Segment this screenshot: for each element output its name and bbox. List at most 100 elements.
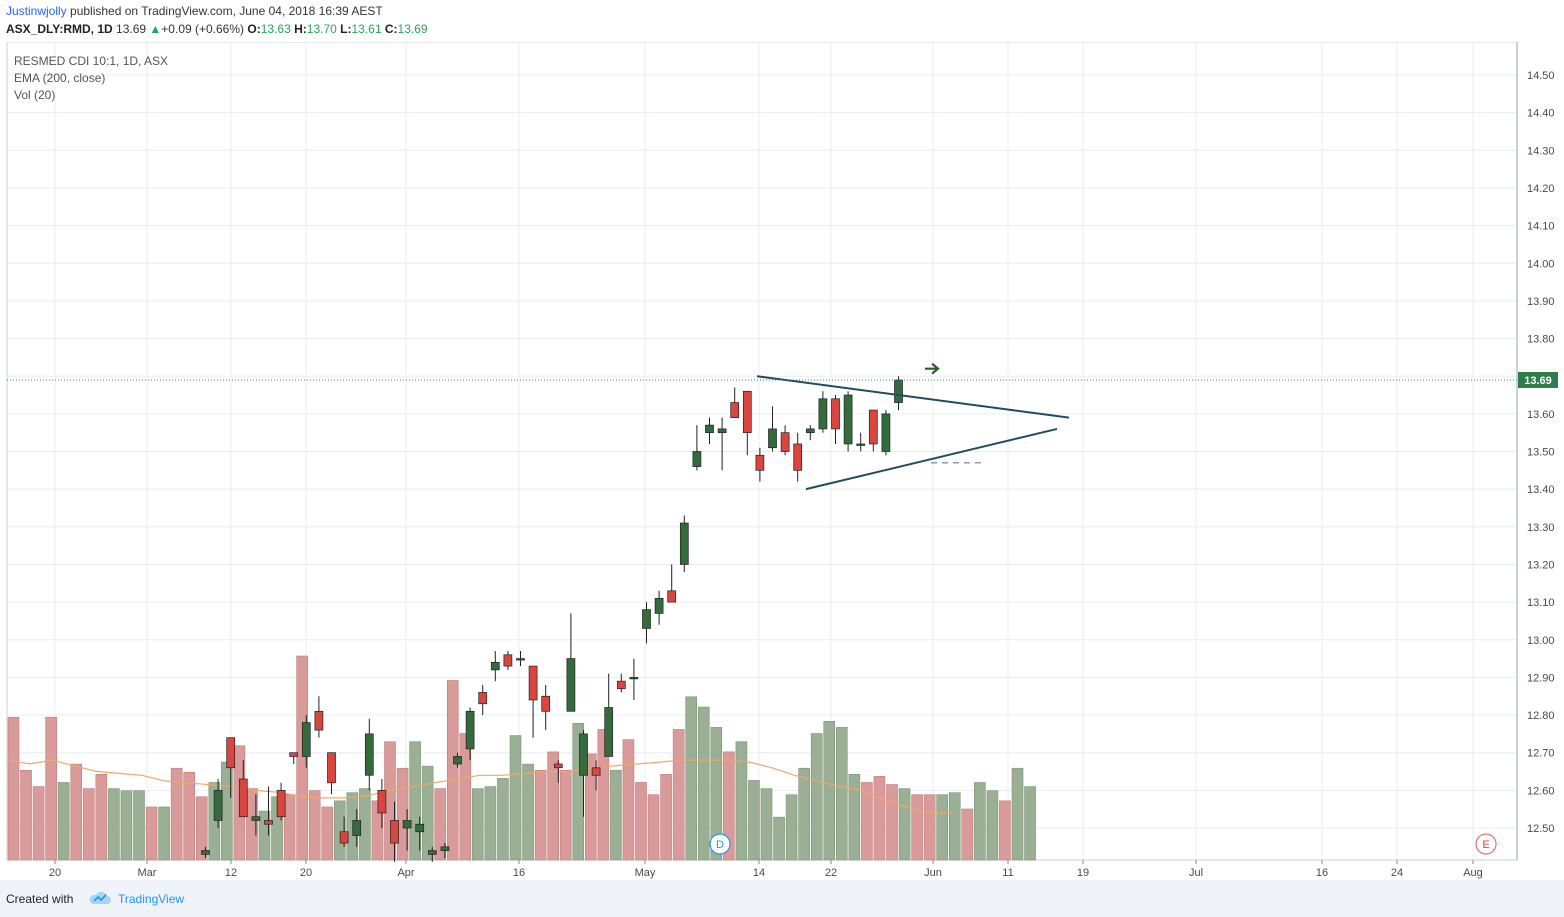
volume-bar [974,782,986,861]
volume-bar [1011,767,1024,861]
high-value: 13.70 [306,22,337,36]
candle-body [516,658,525,661]
volume-bar [597,729,610,861]
volume-bar [333,800,346,861]
volume-bar [484,786,497,861]
x-tick-label: 20 [300,867,312,879]
volume-bar [20,769,32,861]
volume-bar [873,776,886,861]
volume-bar [559,769,572,861]
volume-bar [999,800,1011,861]
legend-title: RESMED CDI 10:1, 1D, ASX [14,54,169,68]
volume-bar [497,778,509,861]
candle-body [453,756,462,765]
candle-body [289,752,299,757]
volume-bar [308,790,321,861]
candle-body [616,680,626,690]
volume-bar [547,751,559,861]
y-tick-label: 13.00 [1527,635,1555,647]
candle-body [377,789,387,814]
candle-body [339,831,349,844]
volume-bar [472,788,484,861]
volume-bar [133,790,145,861]
volume-bar [83,788,95,861]
x-tick-label: 22 [825,867,837,879]
candle-body [553,763,563,769]
trendline [756,375,1070,419]
volume-bar [911,794,923,861]
volume-bar [584,753,597,861]
ohlc-line: ASX_DLY:RMD, 1D 13.69 ▲+0.09 (+0.66%) O:… [6,22,428,36]
candle-body [490,661,500,671]
candle-body [352,820,362,836]
last-price: 13.69 [116,22,147,36]
symbol-label[interactable]: ASX_DLY:RMD, 1D [6,22,113,36]
candle-body [780,432,790,452]
x-tick-label: 16 [513,867,525,879]
y-tick-label: 13.30 [1527,522,1555,534]
volume-bar [371,800,384,861]
volume-bar [95,774,108,861]
volume-bar [823,720,836,861]
publish-text: published on TradingView.com, June 04, 2… [66,4,383,18]
y-tick-label: 13.90 [1527,296,1555,308]
candle-body [894,379,903,403]
author-link[interactable]: Justinwjolly [6,4,67,18]
candle-body [301,722,311,757]
y-tick-label: 13.10 [1527,597,1555,609]
volume-bar [710,727,723,861]
candle-body [654,597,664,614]
footer: Created with TradingView [0,880,1564,917]
candle-body [667,590,677,603]
volume-bar [848,774,861,861]
low-label: L: [340,22,352,36]
last-price-label: 13.69 [1524,375,1552,387]
y-tick-label: 13.80 [1527,334,1555,346]
candle-body [730,402,740,418]
tradingview-brand-link[interactable]: TradingView [118,892,185,906]
volume-bar [145,806,158,861]
candle-body [440,846,450,851]
volume-bar [923,794,936,861]
candle-body [579,733,588,776]
volume-bar [961,808,974,861]
candle-body [390,820,399,844]
volume-bar [835,727,848,861]
volume-bar [158,806,170,861]
volume-bar [610,769,622,861]
candle-body [768,428,777,449]
earnings-marker-icon[interactable] [1475,833,1497,855]
volume-bar [446,680,459,861]
volume-bar [170,767,183,861]
candle-body [881,413,891,452]
volume-bar [108,788,120,861]
x-tick-label: Jun [924,867,942,879]
candle-body [591,767,601,776]
y-tick-label: 14.20 [1527,183,1555,195]
x-tick-label: 24 [1391,867,1403,879]
volume-bar [1024,786,1036,861]
volume-bar [697,706,710,861]
candle-body [478,692,488,705]
volume-bar [898,788,911,861]
candle-body [692,451,702,467]
candle-body [264,820,273,825]
volume-bar [283,794,296,861]
candle-body [251,816,261,821]
volume-bar [886,784,898,861]
price-chart[interactable]: 12.50 12.60 12.70 12.80 12.90 13.00 13.10 13.20… [0,42,1564,880]
low-value: 13.61 [351,22,382,36]
chart-legend: RESMED CDI 10:1, 1D, ASX EMA (200, close… [14,53,168,104]
tradingview-cloud-icon [89,891,111,904]
candle-body [805,428,815,434]
x-tick-label: Aug [1463,867,1483,879]
candle-body [364,733,374,776]
dividend-marker-icon[interactable] [709,833,731,855]
legend-ema: EMA (200, close) [14,71,106,85]
close-value: 13.69 [397,22,428,36]
volume-bar [45,716,57,861]
y-tick-label: 12.50 [1527,823,1555,835]
x-tick-label: Apr [397,867,414,879]
candle-body [541,695,551,712]
y-tick-label: 13.60 [1527,409,1555,421]
